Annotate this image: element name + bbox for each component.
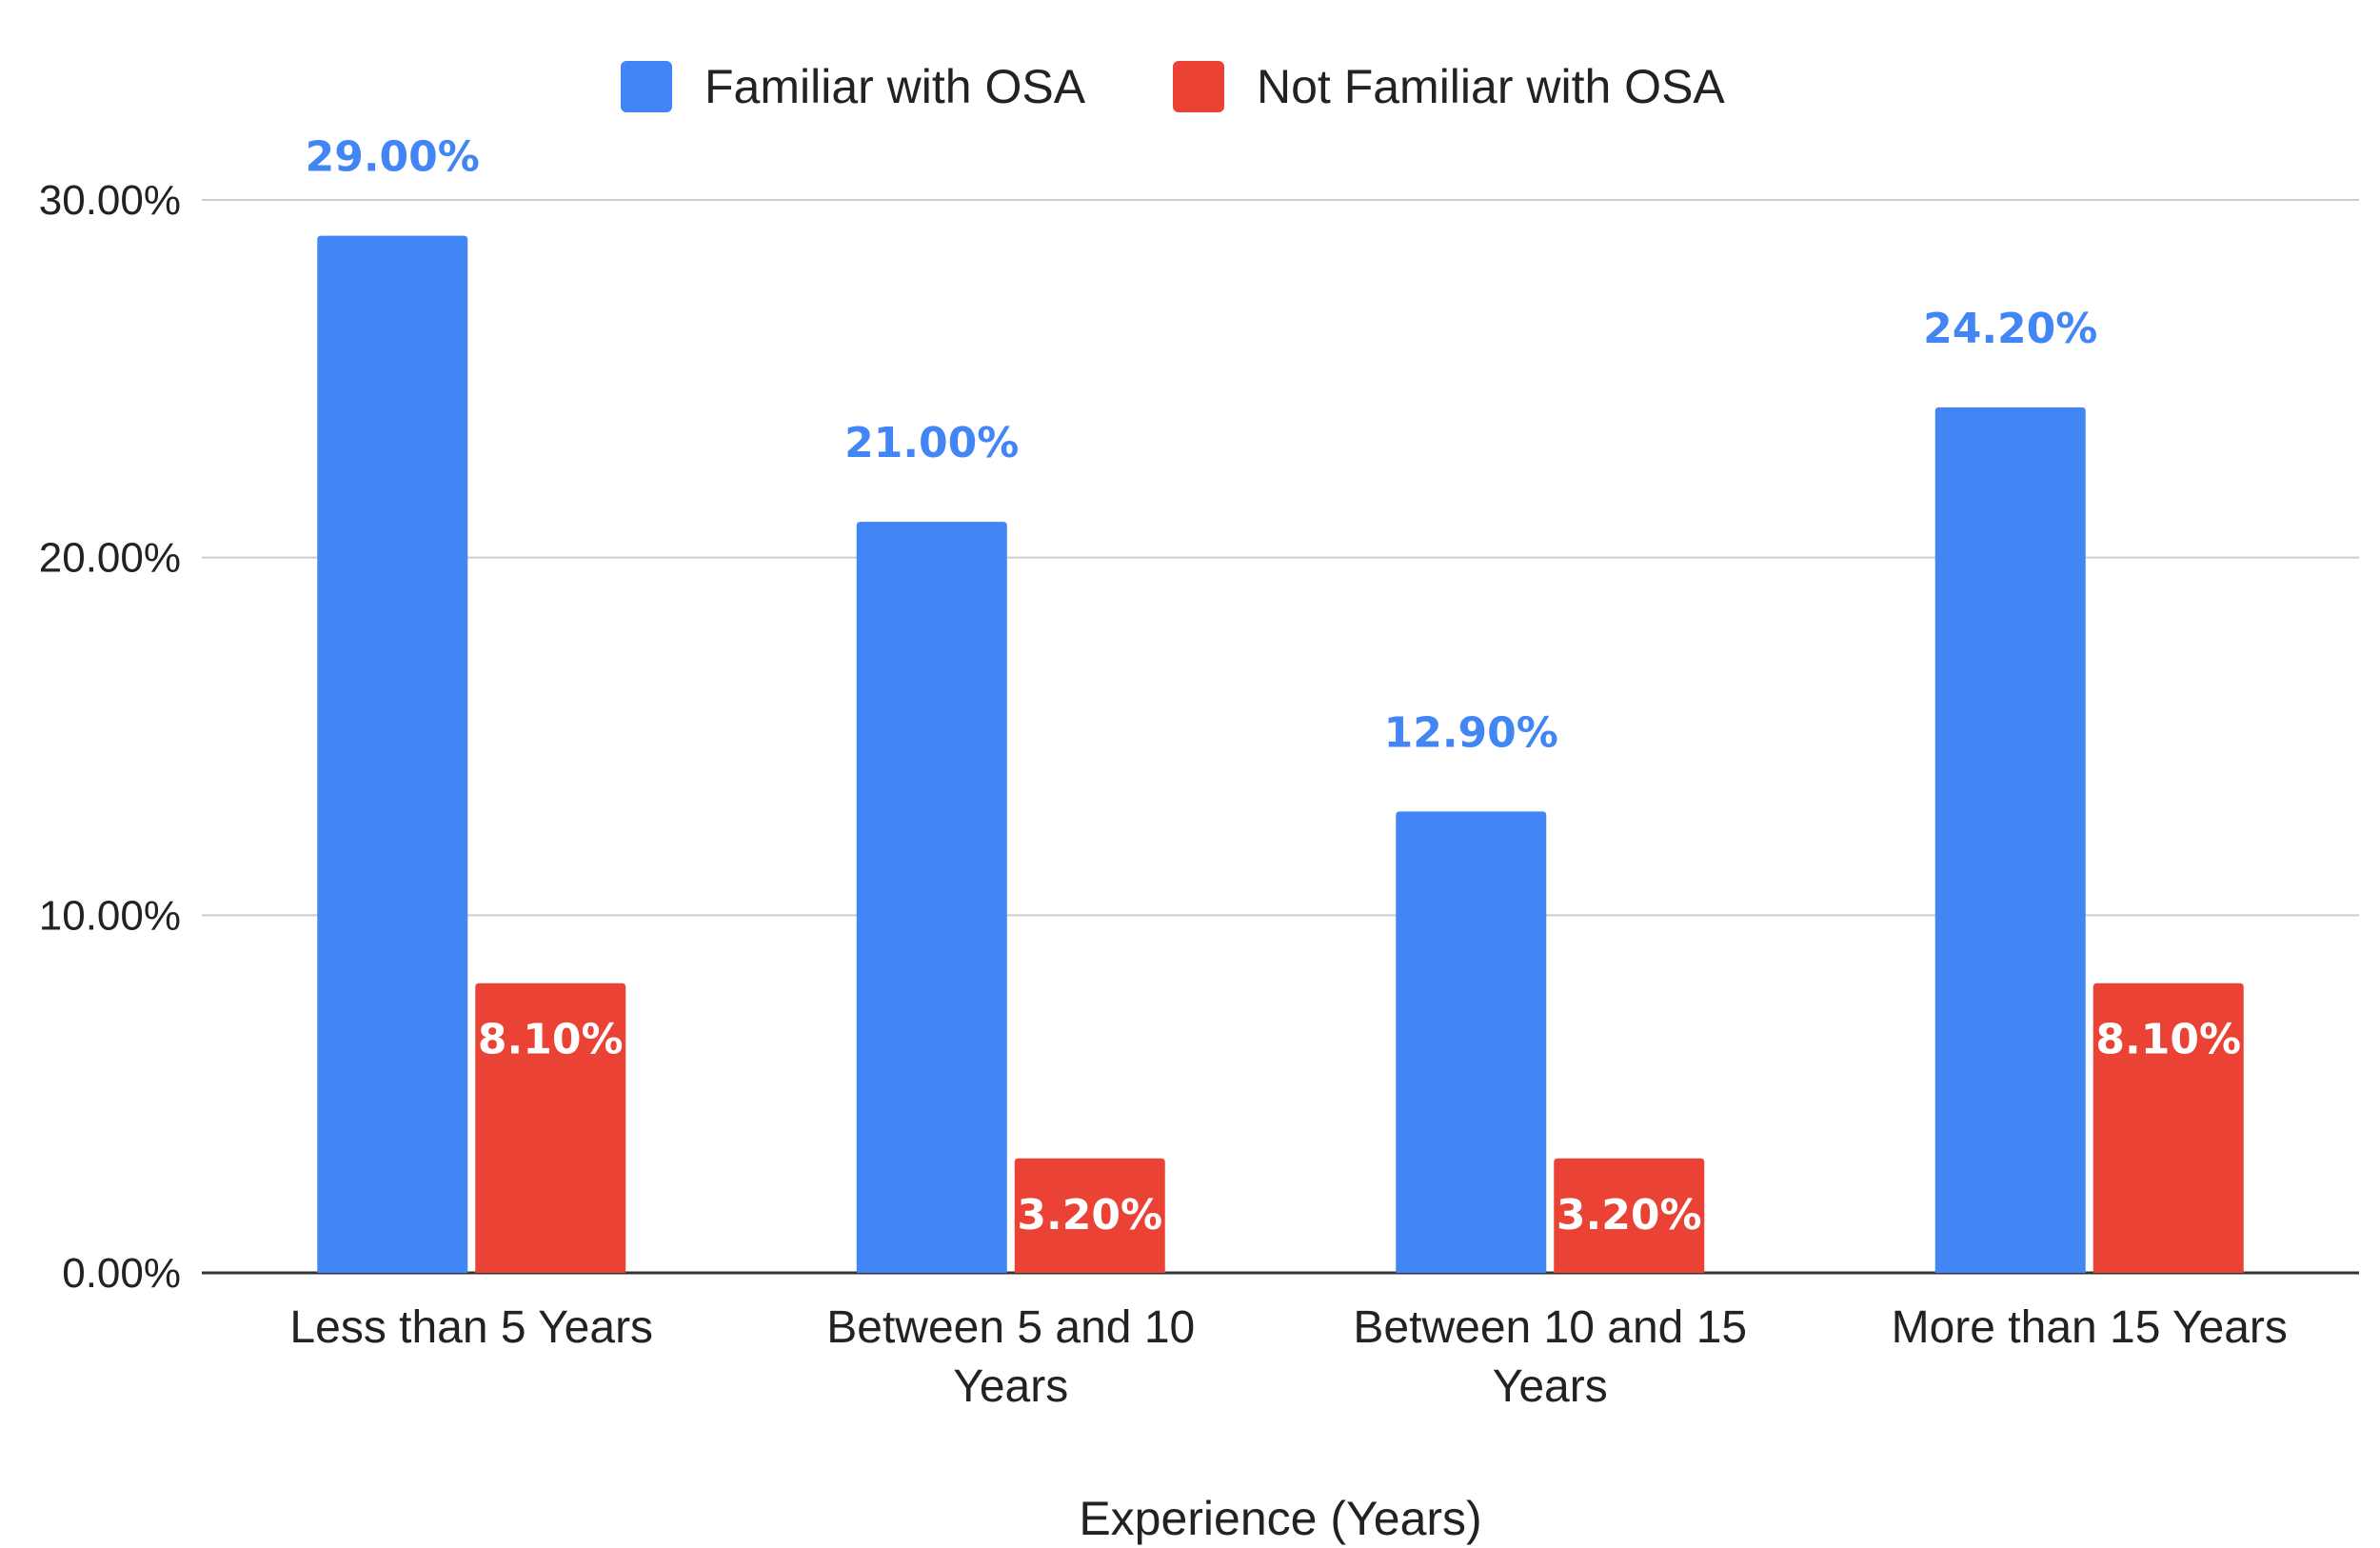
- x-category-label: Years: [953, 1361, 1068, 1412]
- bar-not-familiar-with-osa-2: [1014, 1158, 1165, 1273]
- data-label-familiar-with-osa-1: 29.00%: [306, 133, 480, 182]
- bar-familiar-with-osa-2: [856, 522, 1007, 1273]
- bar-not-familiar-with-osa-4: [2092, 982, 2244, 1273]
- data-label-familiar-with-osa-2: 21.00%: [844, 419, 1019, 467]
- y-tick-label: 30.00%: [39, 177, 181, 224]
- bar-not-familiar-with-osa-1: [475, 982, 626, 1273]
- x-axis-categories: Less than 5 Years Between 5 and 10 Years Be…: [289, 1302, 2287, 1412]
- legend: Familiar with OSA Not Familiar with OSA: [621, 60, 1725, 113]
- bar-familiar-with-osa-4: [1934, 407, 2086, 1273]
- bar-familiar-with-osa-1: [317, 235, 468, 1274]
- x-axis-title: Experience (Years): [1079, 1492, 1481, 1545]
- x-category-label: More than 15 Years: [1892, 1302, 2288, 1353]
- data-label-not-familiar-with-osa-3: 3.20%: [1557, 1191, 1702, 1240]
- x-category-label: Between 10 and 15: [1353, 1302, 1747, 1353]
- y-tick-label: 0.00%: [62, 1250, 181, 1297]
- legend-label-familiar-with-osa: Familiar with OSA: [704, 60, 1086, 113]
- x-category-label: Years: [1493, 1361, 1608, 1412]
- data-label-not-familiar-with-osa-2: 3.20%: [1017, 1191, 1162, 1240]
- bar-familiar-with-osa-3: [1396, 811, 1547, 1273]
- y-axis-ticks: 0.00% 10.00% 20.00% 30.00%: [39, 177, 181, 1297]
- legend-swatch-familiar-with-osa: [621, 61, 672, 112]
- y-tick-label: 20.00%: [39, 535, 181, 582]
- legend-swatch-not-familiar-with-osa: [1173, 61, 1224, 112]
- bars: [317, 235, 2244, 1274]
- x-category-label: Between 5 and 10: [826, 1302, 1195, 1353]
- data-label-not-familiar-with-osa-4: 8.10%: [2095, 1016, 2241, 1064]
- data-label-familiar-with-osa-4: 24.20%: [1923, 305, 2097, 353]
- data-label-familiar-with-osa-3: 12.90%: [1384, 708, 1558, 757]
- x-category-label: Less than 5 Years: [289, 1302, 653, 1353]
- y-tick-label: 10.00%: [39, 892, 181, 939]
- legend-label-not-familiar-with-osa: Not Familiar with OSA: [1257, 60, 1725, 113]
- data-label-not-familiar-with-osa-1: 8.10%: [478, 1016, 624, 1064]
- bar-not-familiar-with-osa-3: [1554, 1158, 1705, 1273]
- data-labels: 29.00% 8.10% 21.00% 3.20% 12.90% 3.20% 24.20% 8…: [306, 133, 2241, 1240]
